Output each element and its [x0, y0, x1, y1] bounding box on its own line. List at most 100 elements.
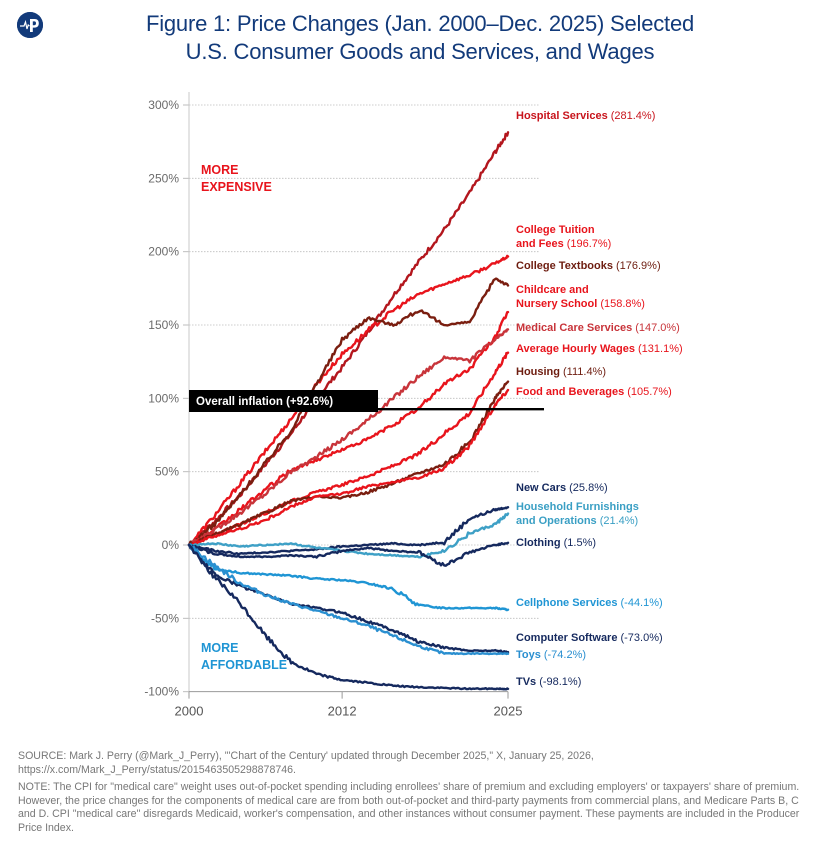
series-line-childcare-and-nursery-school: [187, 310, 510, 547]
series-label-line: Average Hourly Wages (131.1%): [516, 343, 683, 355]
series-label: Household Furnishings and Operations (21.4…: [516, 501, 639, 527]
series-label-line: New Cars (25.8%): [516, 482, 608, 494]
series-label: Toys (-74.2%): [516, 649, 586, 661]
series-label-line: Nursery School (158.8%): [516, 298, 645, 310]
series-label: Computer Software (-73.0%): [516, 632, 663, 644]
series-label-name: College Tuition: [516, 224, 595, 236]
series-label-name: Toys: [516, 649, 541, 661]
y-tick-label: 150%: [148, 318, 179, 332]
series-label-value: (111.4%): [563, 366, 606, 378]
series-label-line: Food and Beverages (105.7%): [516, 386, 672, 398]
series-label: Hospital Services (281.4%): [516, 110, 655, 122]
series-label-line: College Textbooks (176.9%): [516, 260, 661, 272]
series-label: Clothing (1.5%): [516, 537, 596, 549]
series-label: Cellphone Services (-44.1%): [516, 597, 663, 609]
series-line-average-hourly-wages: [187, 351, 510, 547]
y-tick-label: -100%: [144, 685, 179, 699]
more-affordable-label: MORE: [201, 641, 239, 655]
series-line-cellphone-services: [187, 543, 510, 612]
series-label-line: and Fees (196.7%): [516, 238, 611, 250]
source-note: SOURCE: Mark J. Perry (@Mark_J_Perry), "…: [18, 750, 594, 776]
series-label-value: (-73.0%): [620, 632, 662, 644]
series-label-name: Clothing: [516, 537, 561, 549]
series-label-line: Cellphone Services (-44.1%): [516, 597, 663, 609]
series-label-value: (21.4%): [600, 515, 639, 527]
series-label-name: Average Hourly Wages: [516, 343, 635, 355]
series-line-household-furnishings-and-operations: [187, 512, 510, 559]
series-label-value: (281.4%): [611, 110, 656, 122]
series-label-value: (147.0%): [635, 322, 680, 334]
series-label: TVs (-98.1%): [516, 676, 581, 688]
series-label-line: and Operations (21.4%): [516, 515, 638, 527]
series-line-tvs: [187, 543, 510, 691]
chart-title: Figure 1: Price Changes (Jan. 2000–Dec. …: [60, 10, 780, 66]
series-label-name: and Fees: [516, 238, 564, 250]
series-label: Childcare and Nursery School (158.8%): [516, 284, 645, 310]
series-label-value: (1.5%): [564, 537, 596, 549]
series-label-name: College Textbooks: [516, 260, 613, 272]
series-label-name: Medical Care Services: [516, 322, 632, 334]
methodology-note: NOTE: The CPI for "medical care" weight …: [18, 781, 800, 834]
y-tick-label: 0%: [162, 538, 180, 552]
series-line-food-and-beverages: [187, 388, 510, 547]
series-label-name: Computer Software: [516, 632, 617, 644]
y-tick-label: 100%: [148, 391, 179, 405]
x-tick-label: 2000: [175, 704, 204, 719]
series-label-value: (105.7%): [627, 386, 672, 398]
series-line-toys: [187, 543, 510, 656]
series-label-line: Hospital Services (281.4%): [516, 110, 655, 122]
x-tick-label: 2025: [494, 704, 523, 719]
series-label: Medical Care Services (147.0%): [516, 322, 680, 334]
logo: [17, 12, 43, 38]
y-tick-label: 50%: [155, 465, 179, 479]
y-tick-label: 200%: [148, 245, 179, 259]
series-label-value: (-44.1%): [621, 597, 663, 609]
overall-inflation-box: [189, 390, 378, 412]
series-label: College Tuition and Fees (196.7%): [516, 224, 611, 250]
series-label-name: Housing: [516, 366, 560, 378]
price-change-chart: 300%250%200%150%100%50%0%-50%-100% 2000 2…: [144, 92, 683, 719]
series-label-line: Housing (111.4%): [516, 366, 606, 378]
series-line-medical-care-services: [187, 328, 510, 547]
series-line-housing: [187, 380, 510, 547]
y-tick-label: 250%: [148, 171, 179, 185]
series-line-college-textbooks: [187, 277, 510, 547]
series-label-value: (131.1%): [638, 343, 683, 355]
series-label: Food and Beverages (105.7%): [516, 386, 672, 398]
series-line-clothing: [187, 541, 510, 567]
y-axis: 300% 250% 200% 150% 100% 50% 0% -50% -100%: [144, 92, 190, 699]
x-axis: 2000 2012 2025: [175, 691, 523, 719]
series-label-line: Childcare and: [516, 284, 589, 296]
series-label-line: College Tuition: [516, 224, 595, 236]
series-label-name: TVs: [516, 676, 536, 688]
series-label-name: Nursery School: [516, 298, 597, 310]
series-label-name: Childcare and: [516, 284, 589, 296]
chart-title-line-2: U.S. Consumer Goods and Services, and Wa…: [185, 39, 655, 64]
heartbeat-p-logo-icon: [17, 12, 43, 38]
series-label-name: Food and Beverages: [516, 386, 624, 398]
series-label-line: Toys (-74.2%): [516, 649, 586, 661]
series-label-line: Clothing (1.5%): [516, 537, 596, 549]
more-expensive-label: EXPENSIVE: [201, 180, 272, 194]
series-labels: Hospital Services (281.4%) College Tuition…: [516, 110, 683, 688]
series-label-name: Hospital Services: [516, 110, 608, 122]
series-label-value: (-98.1%): [539, 676, 581, 688]
chart-title-line-1: Figure 1: Price Changes (Jan. 2000–Dec. …: [145, 11, 695, 36]
series-label-name: Cellphone Services: [516, 597, 618, 609]
series-label-line: Medical Care Services (147.0%): [516, 322, 680, 334]
series-line-college-tuition-and-fees: [187, 254, 510, 547]
series-label-name: New Cars: [516, 482, 566, 494]
series-label-line: Household Furnishings: [516, 501, 639, 513]
series-label-value: (158.8%): [600, 298, 645, 310]
more-affordable-label: AFFORDABLE: [201, 658, 287, 672]
y-tick-label: 300%: [148, 98, 179, 112]
series-line-new-cars: [187, 506, 510, 556]
y-tick-label: -50%: [151, 611, 179, 625]
region-labels: MORE EXPENSIVE MORE AFFORDABLE: [201, 163, 287, 672]
x-tick-label: 2012: [328, 704, 357, 719]
series-label-value: (176.9%): [616, 260, 661, 272]
series-label: Average Hourly Wages (131.1%): [516, 343, 683, 355]
overall-inflation-annotation: Overall inflation (+92.6%): [189, 390, 544, 412]
series-label-line: Computer Software (-73.0%): [516, 632, 663, 644]
series-label: College Textbooks (176.9%): [516, 260, 661, 272]
